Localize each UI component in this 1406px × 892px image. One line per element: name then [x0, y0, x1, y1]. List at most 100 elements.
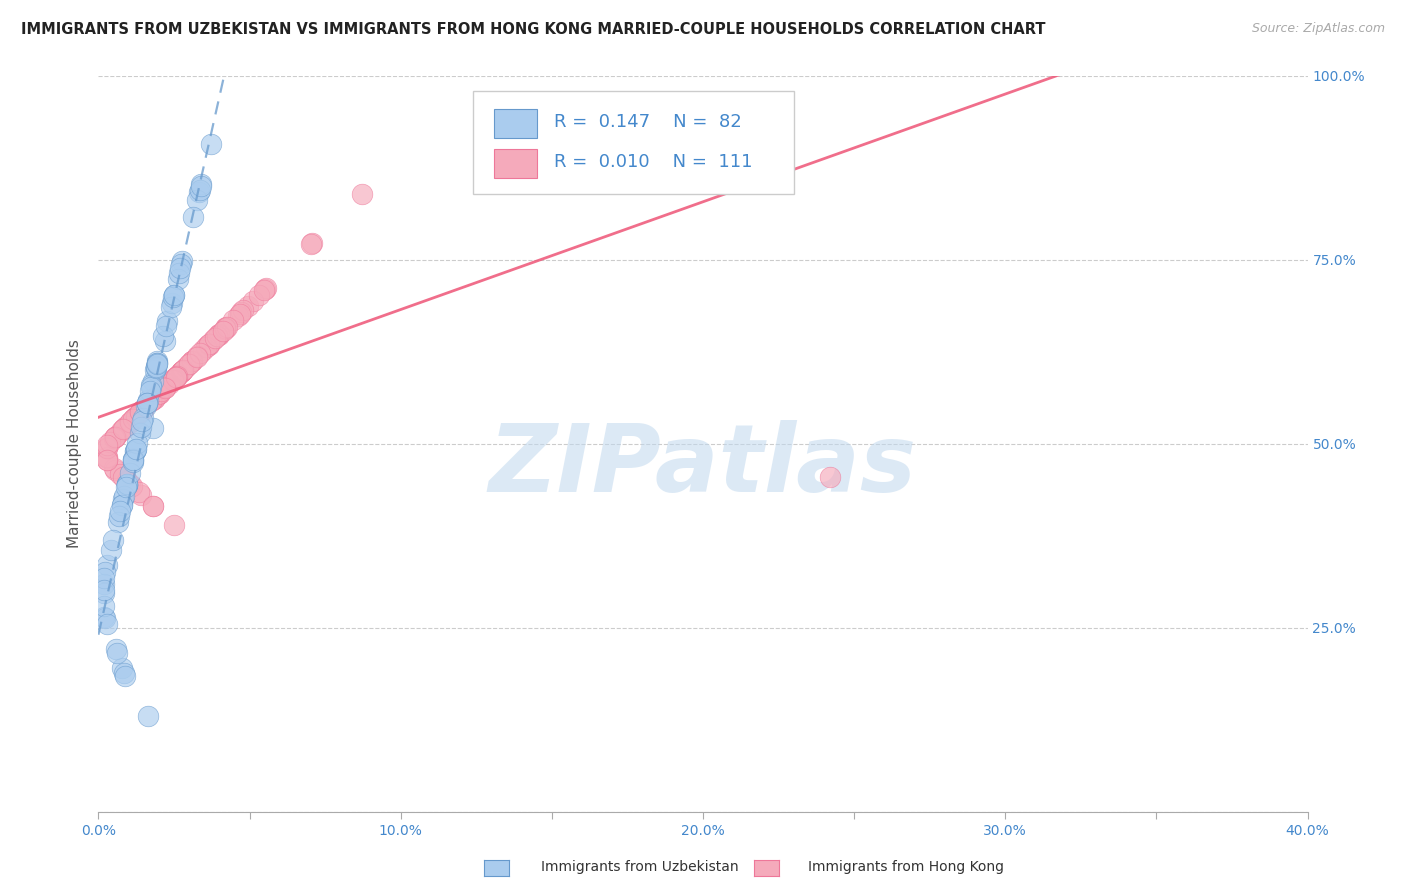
Point [153, 334, 176, 348]
Point [139, 380, 162, 394]
Point [124, 409, 146, 424]
Point [180, 354, 202, 368]
Point [174, 360, 197, 375]
Point [115, 419, 138, 434]
Point [172, 363, 194, 377]
Text: R =  0.147    N =  82: R = 0.147 N = 82 [554, 113, 742, 131]
Point [166, 369, 188, 384]
Point [142, 392, 165, 406]
Point [157, 377, 180, 392]
Text: Immigrants from Uzbekistan: Immigrants from Uzbekistan [541, 860, 740, 874]
Point [153, 381, 176, 395]
Point [165, 370, 187, 384]
Point [214, 322, 236, 336]
Point [145, 361, 167, 376]
Point [121, 455, 143, 469]
Point [201, 334, 224, 348]
Point [112, 421, 135, 435]
Point [120, 476, 142, 491]
Point [197, 337, 219, 351]
Point [104, 463, 127, 477]
Point [122, 412, 145, 426]
Point [103, 533, 125, 547]
Point [179, 357, 201, 371]
Point [211, 324, 233, 338]
Point [180, 354, 202, 368]
Point [145, 360, 167, 375]
Point [131, 402, 153, 417]
Point [172, 363, 194, 377]
Point [115, 478, 138, 492]
Point [118, 466, 141, 480]
Point [146, 354, 169, 368]
Point [122, 412, 145, 426]
Point [96, 558, 118, 573]
Point [96, 616, 118, 631]
Point [190, 178, 212, 193]
Point [170, 365, 193, 379]
Point [105, 428, 128, 442]
Point [215, 319, 238, 334]
Point [169, 261, 191, 276]
Point [162, 373, 184, 387]
Point [188, 183, 211, 197]
Point [160, 296, 183, 310]
Point [197, 339, 219, 353]
Point [350, 186, 373, 201]
Point [135, 399, 157, 413]
Bar [494, 109, 537, 138]
Point [124, 443, 146, 458]
Point [112, 422, 135, 436]
Point [254, 282, 277, 296]
Point [148, 387, 170, 401]
Point [125, 436, 148, 450]
Point [145, 359, 167, 373]
Point [94, 611, 117, 625]
Point [170, 257, 193, 271]
Point [98, 435, 121, 450]
Point [208, 327, 231, 342]
Point [108, 508, 131, 523]
Point [186, 194, 208, 208]
Point [146, 356, 169, 370]
Point [94, 565, 117, 579]
Point [112, 422, 135, 436]
Point [148, 387, 170, 401]
Point [93, 599, 115, 614]
Point [112, 666, 135, 681]
Point [818, 470, 841, 484]
Point [115, 477, 138, 491]
Point [96, 453, 118, 467]
Point [131, 403, 153, 417]
Point [105, 646, 128, 660]
Point [155, 319, 177, 334]
Point [136, 709, 159, 723]
Point [132, 411, 155, 425]
Point [112, 489, 135, 503]
Point [111, 469, 134, 483]
Point [162, 289, 184, 303]
Bar [494, 149, 537, 178]
Point [159, 301, 181, 315]
Point [208, 327, 231, 342]
Point [163, 517, 186, 532]
Point [115, 480, 138, 494]
Point [152, 329, 174, 343]
Point [112, 491, 135, 506]
Point [162, 372, 184, 386]
Point [131, 487, 153, 501]
Point [143, 391, 166, 405]
Point [104, 642, 127, 657]
Point [96, 453, 118, 467]
Text: Source: ZipAtlas.com: Source: ZipAtlas.com [1251, 22, 1385, 36]
Point [162, 288, 184, 302]
Point [242, 294, 264, 309]
Point [125, 409, 148, 424]
Point [169, 365, 191, 379]
Point [124, 442, 146, 457]
Point [96, 437, 118, 451]
Point [115, 477, 138, 491]
Point [141, 374, 163, 388]
FancyBboxPatch shape [474, 90, 793, 194]
Point [103, 461, 125, 475]
